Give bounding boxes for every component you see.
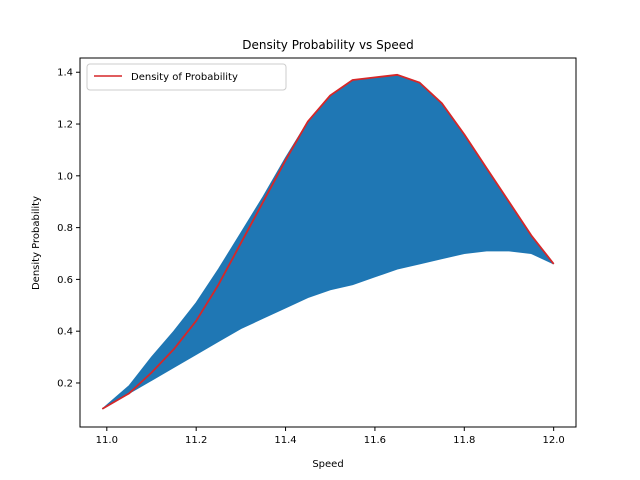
legend-label-density: Density of Probability bbox=[131, 72, 238, 83]
legend: Density of Probability bbox=[86, 63, 287, 91]
x-axis-label: Speed bbox=[312, 459, 343, 470]
x-tick-label: 11.0 bbox=[96, 435, 118, 446]
axes: 11.0 11.2 11.4 11.6 11.8 12.0 0.2 0.4 0.6 0.8 1.0 1… bbox=[57, 57, 577, 446]
y-tick-label: 0.8 bbox=[57, 223, 73, 234]
chart-title: Density Probability vs Speed bbox=[242, 38, 413, 52]
x-tick-label: 11.4 bbox=[274, 435, 296, 446]
axes-frame bbox=[79, 57, 577, 428]
series-line-density bbox=[101, 73, 555, 410]
x-tick-label: 11.6 bbox=[364, 435, 386, 446]
y-tick-label: 1.0 bbox=[57, 171, 73, 182]
x-tick-label: 12.0 bbox=[543, 435, 565, 446]
y-tick-label: 0.2 bbox=[57, 378, 73, 389]
x-tick-label: 11.8 bbox=[453, 435, 475, 446]
legend-box bbox=[86, 63, 287, 91]
y-tick-label: 1.2 bbox=[57, 120, 73, 131]
y-axis-label: Density Probability bbox=[31, 196, 42, 290]
y-tick-label: 1.4 bbox=[57, 68, 73, 79]
y-tick-label: 0.6 bbox=[57, 275, 73, 286]
y-tick-label: 0.4 bbox=[57, 327, 73, 338]
x-tick-label: 11.2 bbox=[185, 435, 207, 446]
plot-area bbox=[101, 73, 555, 410]
